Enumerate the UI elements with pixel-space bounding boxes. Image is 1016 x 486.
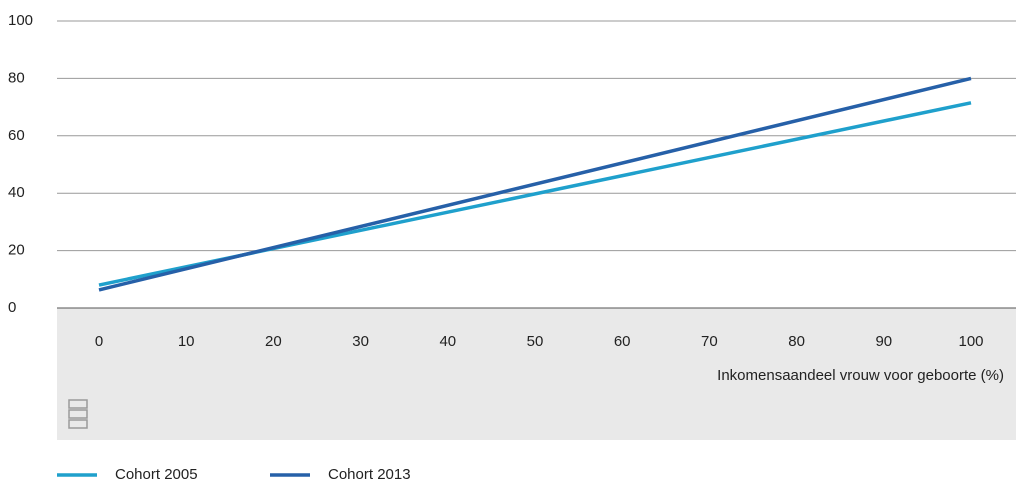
legend-label: Cohort 2013 (328, 466, 411, 483)
x-tick-label: 100 (958, 333, 983, 350)
x-tick-label: 50 (527, 333, 544, 350)
x-tick-label: 40 (439, 333, 456, 350)
x-axis-label: Inkomensaandeel vrouw voor geboorte (%) (717, 367, 1004, 384)
x-tick-label: 70 (701, 333, 718, 350)
x-axis-band (57, 308, 1016, 440)
y-tick-label: 0 (8, 299, 16, 316)
legend-label: Cohort 2005 (115, 466, 198, 483)
line-series (98, 76, 972, 292)
x-tick-label: 60 (614, 333, 631, 350)
x-tick-label: 20 (265, 333, 282, 350)
x-tick-label: 10 (178, 333, 195, 350)
y-tick-label: 100 (8, 12, 33, 29)
y-tick-label: 20 (8, 242, 25, 259)
x-tick-label: 90 (875, 333, 892, 350)
x-tick-label: 0 (95, 333, 103, 350)
x-tick-label: 80 (788, 333, 805, 350)
y-tick-label: 60 (8, 127, 25, 144)
cbs-logo (68, 399, 88, 429)
y-tick-label: 80 (8, 69, 25, 86)
x-tick-label: 30 (352, 333, 369, 350)
y-tick-label: 40 (8, 184, 25, 201)
